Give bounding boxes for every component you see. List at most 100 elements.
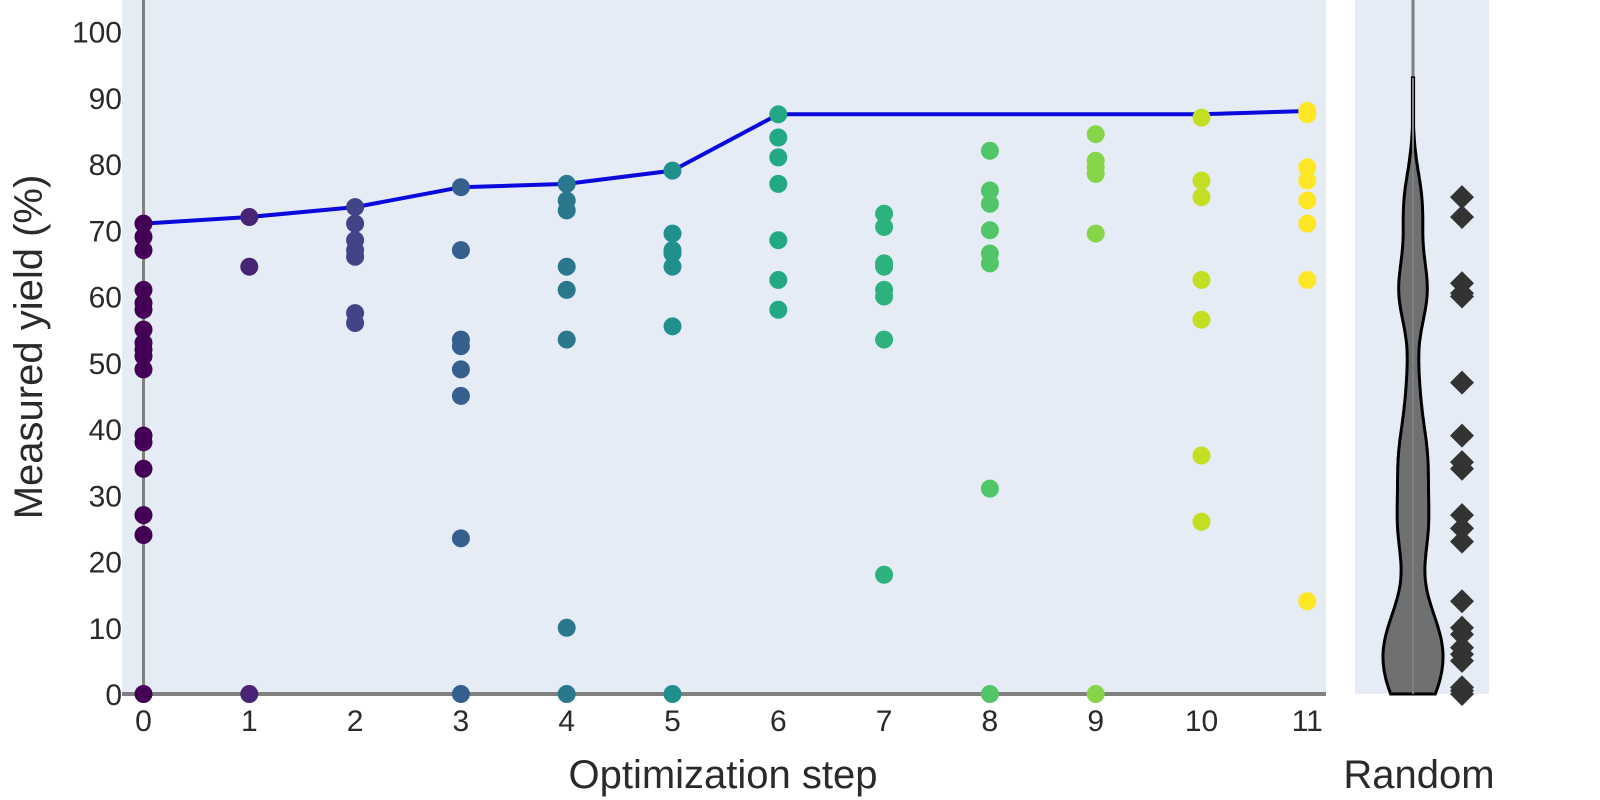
data-point — [1192, 188, 1211, 207]
data-point — [1298, 592, 1317, 611]
data-point — [1086, 164, 1105, 183]
data-point — [134, 227, 153, 246]
random-point — [1450, 622, 1474, 647]
data-point — [769, 148, 788, 167]
x-tick-label: 2 — [347, 705, 364, 738]
data-point — [1192, 446, 1211, 465]
data-point — [980, 181, 999, 200]
data-point — [875, 565, 894, 584]
data-point — [663, 224, 682, 243]
data-point — [663, 317, 682, 336]
data-point — [1192, 310, 1211, 329]
x-tick-label: 1 — [241, 705, 258, 738]
x-tick-label: 5 — [664, 705, 681, 738]
random-points — [1450, 185, 1474, 706]
data-point — [134, 526, 153, 544]
x-tick-label: 11 — [1292, 705, 1323, 738]
data-point — [557, 257, 576, 276]
x-tick-label: 6 — [770, 705, 787, 738]
data-point — [451, 337, 470, 356]
data-point — [980, 194, 999, 213]
x-tick-label: 8 — [982, 705, 999, 738]
data-point — [134, 241, 153, 260]
y-tick-label: 90 — [89, 83, 122, 116]
random-point — [1450, 456, 1474, 481]
random-point — [1450, 589, 1474, 614]
x-tick-label: 0 — [135, 705, 152, 738]
data-point — [875, 204, 894, 223]
data-point — [1192, 108, 1211, 127]
data-point — [980, 221, 999, 240]
y-tick-label: 70 — [89, 215, 122, 248]
data-point — [1192, 171, 1211, 190]
x-tick-label: 3 — [453, 705, 470, 738]
data-point — [980, 479, 999, 498]
random-point — [1450, 529, 1474, 554]
x-tick-labels: 0 1 2 3 4 5 6 7 8 9 10 11 — [135, 705, 1323, 738]
main-plot-background — [122, 0, 1326, 694]
best-so-far-line — [143, 109, 1308, 226]
data-point — [769, 105, 788, 124]
random-point — [1450, 185, 1474, 210]
data-point — [451, 360, 470, 379]
data-point — [875, 287, 894, 306]
data-point — [1192, 270, 1211, 289]
x-tick-label: 10 — [1185, 705, 1218, 738]
random-point — [1450, 370, 1474, 395]
data-point — [134, 433, 153, 452]
random-violin — [1381, 0, 1445, 696]
y-tick-label: 60 — [89, 282, 122, 315]
data-point — [980, 254, 999, 273]
random-point — [1450, 503, 1474, 528]
data-point — [769, 174, 788, 193]
data-point — [1298, 214, 1317, 233]
y-tick-label: 10 — [89, 613, 122, 646]
data-point — [980, 141, 999, 160]
data-point — [980, 685, 999, 703]
y-tick-label: 0 — [105, 679, 122, 712]
data-point — [557, 330, 576, 349]
random-point — [1450, 423, 1474, 448]
data-point — [134, 280, 153, 299]
data-point — [240, 685, 259, 703]
data-point — [1086, 685, 1105, 703]
data-point — [451, 241, 470, 260]
data-point — [134, 300, 153, 319]
best-so-far-line-group — [143, 109, 1308, 226]
data-point — [1298, 171, 1317, 190]
data-point — [134, 506, 153, 525]
data-point — [134, 685, 153, 703]
data-point — [663, 257, 682, 276]
y-tick-labels: 0 10 20 30 40 50 60 70 80 90 100 — [72, 17, 122, 713]
data-point — [134, 214, 153, 233]
data-point — [875, 217, 894, 236]
random-point — [1450, 648, 1474, 673]
x-tick-label: 9 — [1087, 705, 1104, 738]
data-point — [769, 128, 788, 147]
x-tick-label: 4 — [558, 705, 575, 738]
measured-points — [134, 102, 1317, 703]
random-point — [1450, 682, 1474, 706]
data-point — [451, 529, 470, 548]
x-tick-label: 7 — [876, 705, 893, 738]
data-point — [1086, 224, 1105, 243]
data-point — [346, 198, 365, 217]
data-point — [240, 208, 259, 226]
y-tick-label: 80 — [89, 149, 122, 182]
data-point — [769, 300, 788, 319]
data-point — [663, 161, 682, 180]
data-point — [557, 618, 576, 637]
y-tick-label: 40 — [89, 414, 122, 447]
data-point — [1298, 191, 1317, 210]
data-point — [769, 270, 788, 289]
y-tick-label: 30 — [89, 480, 122, 513]
random-point — [1450, 205, 1474, 229]
y-tick-label: 20 — [89, 547, 122, 580]
data-point — [875, 330, 894, 349]
data-point — [557, 280, 576, 299]
random-point — [1450, 284, 1474, 309]
data-point — [451, 178, 470, 197]
data-point — [663, 244, 682, 263]
data-point — [346, 247, 365, 266]
